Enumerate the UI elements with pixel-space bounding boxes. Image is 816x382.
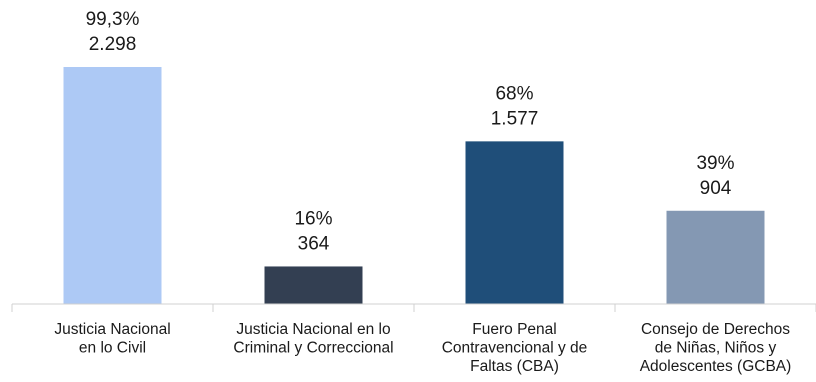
bar [264,266,363,304]
percent-label: 39% [696,153,734,174]
value-label: 364 [298,233,330,254]
bar [465,141,564,304]
category-label: Justicia Nacional en lo Civil [54,321,170,357]
bar [63,67,162,304]
value-label: 1.577 [491,108,539,129]
x-axis-ticks-group [11,304,816,312]
category-labels-group: Justicia Nacional en lo Civil Justicia Nac… [54,321,791,375]
percent-label: 99,3% [86,9,140,30]
value-label: 2.298 [89,34,137,55]
category-label: Consejo de Derechos de Niñas, Niños y Adol… [640,321,792,375]
category-label: Fuero Penal Contravencional y de Faltas (C… [442,321,588,375]
percent-label: 16% [294,208,332,229]
data-labels-group: 99,3% 2.298 16% 364 68% 1.577 39% 904 [86,9,735,254]
bar [666,210,765,304]
percent-label: 68% [495,83,533,104]
bars-group [63,67,765,304]
value-label: 904 [700,178,732,199]
category-label: Justicia Nacional en lo Criminal y Correc… [233,321,393,357]
